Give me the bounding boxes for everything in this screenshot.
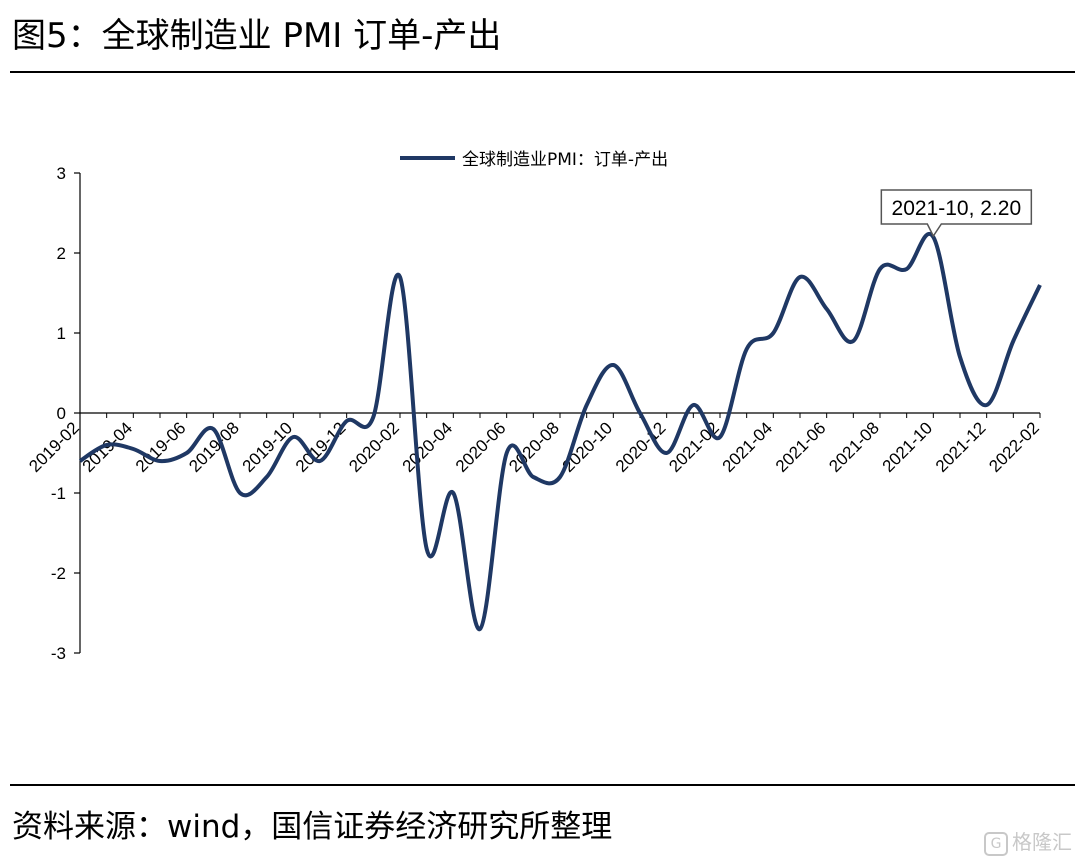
series-layer [78, 232, 1042, 632]
title-divider [10, 71, 1075, 73]
x-tick-label: 2021-08 [825, 418, 883, 476]
y-tick-label: 1 [57, 324, 66, 343]
watermark-text: 格隆汇 [1012, 830, 1072, 854]
annotation-label: 2021-10, 2.20 [892, 197, 1022, 220]
y-tick-label: 0 [57, 404, 66, 423]
x-tick-label: 2021-10 [879, 418, 937, 476]
figure-title: 图5：全球制造业 PMI 订单-产出 [12, 16, 502, 56]
x-tick-label: 2019-02 [25, 418, 83, 476]
x-tick-label: 2020-02 [345, 418, 403, 476]
annotation-layer: 2021-10, 2.20 [880, 189, 1033, 238]
x-tick-label: 2021-12 [932, 418, 990, 476]
y-tick-label: 2 [57, 244, 66, 263]
source-note: 资料来源：wind，国信证券经济研究所整理 [12, 809, 613, 845]
x-tick-label: 2021-04 [719, 418, 777, 476]
x-tick-label: 2021-06 [772, 418, 830, 476]
watermark: G 格隆汇 [984, 826, 1072, 856]
x-tick-label: 2022-02 [985, 418, 1043, 476]
x-tick-label: 2020-10 [559, 418, 617, 476]
x-tick-label: 2020-06 [452, 418, 510, 476]
x-axis: 2019-022019-042019-062019-082019-102019-… [25, 412, 1043, 476]
y-tick-label: -3 [51, 644, 66, 663]
chart-legend: 全球制造业PMI：订单-产出 [400, 150, 668, 170]
annotation-callout-box [880, 189, 1033, 238]
x-tick-label: 2020-04 [399, 418, 457, 476]
x-tick-label: 2019-06 [132, 418, 190, 476]
legend-label: 全球制造业PMI：订单-产出 [462, 150, 668, 170]
source-divider [10, 784, 1075, 786]
line-chart: 全球制造业PMI：订单-产出 -3 -2 -1 0 1 2 3 2019-022019-04… [25, 150, 1043, 663]
y-axis: -3 -2 -1 0 1 2 3 [51, 164, 81, 663]
watermark-logo-icon: G [984, 831, 1008, 856]
y-tick-label: -2 [51, 564, 66, 583]
x-tick-label: 2019-10 [239, 418, 297, 476]
y-tick-label: 3 [57, 164, 66, 183]
series-line [78, 232, 1042, 632]
x-tick-label: 2020-12 [612, 418, 670, 476]
y-tick-label: -1 [51, 484, 66, 503]
